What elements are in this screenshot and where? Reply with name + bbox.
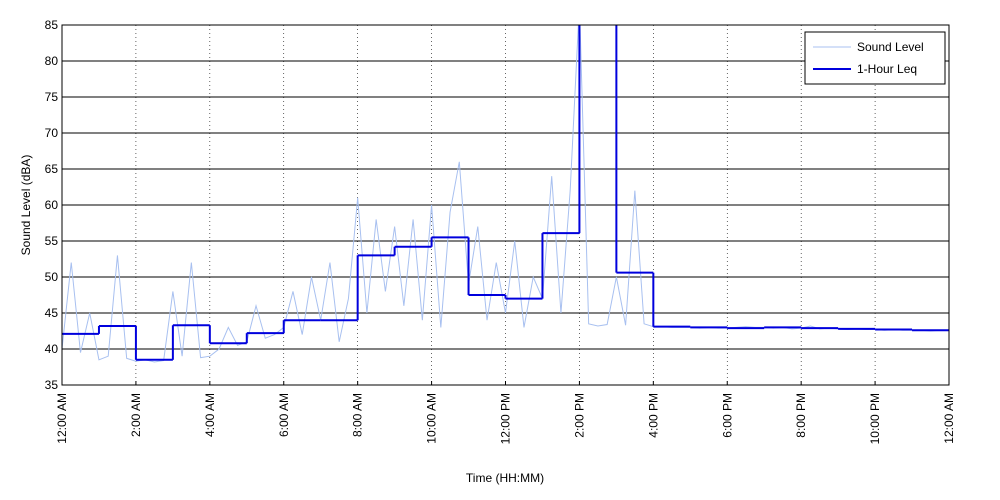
plot-frame — [61, 24, 950, 386]
y-tick-label: 50 — [45, 270, 59, 284]
y-tick-label: 65 — [45, 162, 59, 176]
y-tick-label: 85 — [45, 18, 59, 32]
x-tick-label: 4:00 PM — [646, 393, 660, 438]
legend-label: 1-Hour Leq — [857, 62, 917, 76]
y-tick-label: 75 — [45, 90, 59, 104]
y-tick-label: 35 — [45, 378, 59, 392]
legend-label: Sound Level — [857, 40, 924, 54]
labels: 35 40 45 50 55 60 65 70 75 80 85 12:00 AM 2:00 AM 4:0… — [45, 18, 956, 444]
x-tick-label: 12:00 AM — [55, 393, 69, 444]
y-tick-label: 70 — [45, 126, 59, 140]
x-axis-label: Time (HH:MM) — [466, 471, 544, 485]
x-tick-label: 2:00 AM — [129, 393, 143, 437]
marks — [62, 25, 949, 363]
x-tick-label: 10:00 PM — [868, 393, 882, 444]
x-tick-label: 10:00 AM — [425, 393, 439, 444]
y-tick-label: 60 — [45, 198, 59, 212]
y-tick-label: 55 — [45, 234, 59, 248]
y-tick-label: 80 — [45, 54, 59, 68]
legend-box — [804, 31, 946, 85]
y-tick-label: 45 — [45, 306, 59, 320]
x-tick-label: 4:00 AM — [203, 393, 217, 437]
x-tick-label: 2:00 PM — [572, 393, 586, 438]
x-tick-label: 12:00 AM — [942, 393, 956, 444]
x-tick-label: 8:00 PM — [794, 393, 808, 438]
y-axis-label: Sound Level (dBA) — [19, 155, 33, 256]
legend: Sound Level 1-Hour Leq — [804, 31, 946, 85]
x-tick-label: 6:00 AM — [277, 393, 291, 437]
x-tick-label: 6:00 PM — [720, 393, 734, 438]
y-tick-label: 40 — [45, 342, 59, 356]
x-tick-label: 8:00 AM — [351, 393, 365, 437]
x-tick-label: 12:00 PM — [499, 393, 513, 444]
